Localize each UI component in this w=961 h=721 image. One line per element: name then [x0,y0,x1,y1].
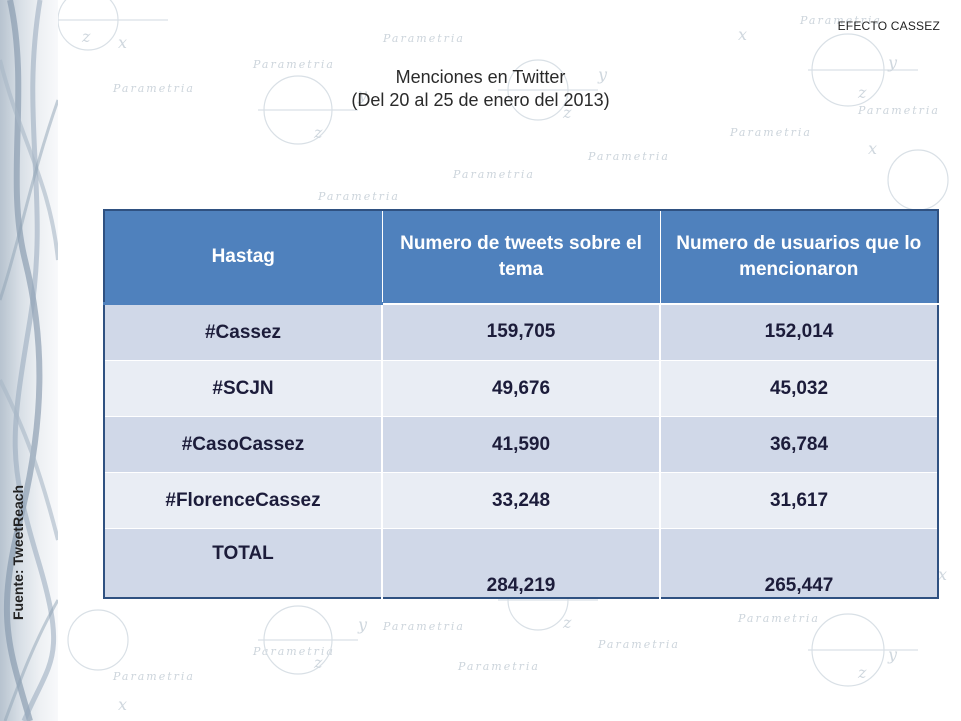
total-tweets: 284,219 [382,528,661,598]
hashtag-cell: #SCJN [104,360,383,417]
svg-text:y: y [887,645,898,664]
svg-text:x: x [938,565,947,584]
svg-text:z: z [313,123,323,142]
users-cell: 45,032 [660,360,938,417]
total-users: 265,447 [660,528,938,598]
table-row: #Cassez 159,705 152,014 [104,303,938,361]
watermark-text: Parametria [598,638,680,651]
users-cell: 152,014 [660,303,938,361]
page-title: Menciones en Twitter (Del 20 al 25 de en… [0,66,961,112]
table-row: #FlorenceCassez 33,248 31,617 [104,472,938,529]
title-line-1: Menciones en Twitter [395,67,566,87]
tweets-cell: 41,590 [382,416,661,473]
watermark-text: Parametria [113,670,195,683]
watermark-text: Parametria [458,660,540,673]
total-label: TOTAL [104,528,383,598]
svg-text:z: z [562,613,572,632]
watermark-text: Parametria [253,645,335,658]
source-label: Fuente: TweetReach [10,484,26,620]
users-cell: 36,784 [660,416,938,473]
hashtag-cell: #Cassez [104,303,383,361]
svg-text:y: y [357,615,368,634]
decorative-side-strip [0,0,58,721]
table-header-row: Hastag Numero de tweets sobre el tema Nu… [104,210,938,305]
table-total-row: TOTAL 284,219 265,447 [104,528,938,598]
tweets-cell: 49,676 [382,360,661,417]
hashtag-cell: #FlorenceCassez [104,472,383,529]
watermark-text: Parametria [318,190,400,203]
table-row: #SCJN 49,676 45,032 [104,360,938,417]
watermark-text: Parametria [383,620,465,633]
users-cell: 31,617 [660,472,938,529]
mentions-table: Hastag Numero de tweets sobre el tema Nu… [103,209,939,599]
watermark-text: Parametria [588,150,670,163]
table-row: #CasoCassez 41,590 36,784 [104,416,938,473]
tweets-cell: 33,248 [382,472,661,529]
header-tweets: Numero de tweets sobre el tema [382,210,661,305]
watermark-text: Parametria [730,126,812,139]
svg-text:z: z [313,653,323,672]
svg-text:z: z [857,663,867,682]
watermark-text: Parametria [738,612,820,625]
svg-text:x: x [118,33,127,52]
header-hashtag: Hastag [104,210,383,305]
svg-text:z: z [81,27,91,46]
section-label: EFECTO CASSEZ [837,19,940,33]
header-users: Numero de usuarios que lo mencionaron [660,210,938,305]
svg-text:x: x [738,25,747,44]
svg-text:x: x [118,695,127,714]
svg-text:x: x [868,139,877,158]
watermark-text: Parametria [383,32,465,45]
title-line-2: (Del 20 al 25 de enero del 2013) [351,90,610,110]
tweets-cell: 159,705 [382,303,661,361]
hashtag-cell: #CasoCassez [104,416,383,473]
watermark-text: Parametria [453,168,535,181]
